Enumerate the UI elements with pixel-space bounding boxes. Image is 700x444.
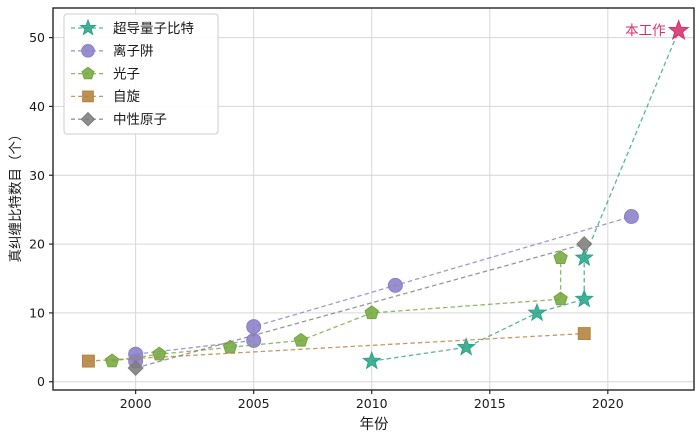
legend-label-0: 超导量子比特 [113, 21, 194, 37]
marker-pentagon [152, 346, 167, 361]
legend-label-4: 中性原子 [113, 112, 167, 128]
data-series [81, 19, 690, 377]
marker-pentagon [293, 332, 309, 347]
legend-marker-star [79, 18, 97, 36]
legend-marker-diamond [80, 111, 96, 127]
legend-label-1: 离子阱 [113, 43, 154, 60]
y-tick-label: 50 [29, 30, 45, 45]
x-tick-label: 2000 [120, 396, 152, 411]
legend-item-0: 超导量子比特 [71, 18, 194, 37]
this-work-star-marker [667, 19, 690, 40]
legend-item-3: 自旋 [71, 89, 140, 105]
series-line-3 [88, 332, 585, 362]
marker-star [527, 302, 547, 322]
legend-item-2: 光子 [71, 66, 140, 82]
marker-circle [246, 319, 262, 335]
axis-ticks: 2000 2005 2010 2015 2020 0 10 20 30 40 50 [29, 30, 624, 411]
marker-pentagon [222, 339, 238, 354]
x-tick-label: 2005 [238, 396, 270, 411]
series-line-1 [134, 215, 632, 362]
legend-marker-pentagon [81, 66, 95, 80]
plot-border [52, 7, 695, 391]
marker-star [574, 288, 594, 308]
annotation-this-work [667, 19, 690, 40]
y-tick-label: 20 [29, 237, 45, 252]
y-tick-label: 0 [37, 374, 45, 389]
legend-marker-square [82, 90, 94, 103]
axes-spines [52, 7, 695, 391]
marker-star [456, 337, 476, 356]
x-tick-label: 2020 [592, 396, 624, 411]
series-line-2 [111, 257, 562, 362]
annotation-this-work-label: 本工作 [625, 23, 666, 39]
x-tick-label: 2015 [474, 396, 506, 411]
y-tick-label: 10 [29, 305, 45, 320]
marker-circle [387, 277, 403, 293]
legend-item-1: 离子阱 [71, 43, 154, 60]
y-axis-label: 真纠缠比特数目（个） [7, 128, 24, 263]
legend-label-2: 光子 [113, 66, 140, 82]
series-line-4 [135, 243, 585, 369]
marker-pentagon [364, 305, 379, 320]
marker-star [574, 247, 594, 267]
legend-box [63, 13, 219, 135]
series-line-0 [371, 30, 680, 362]
marker-diamond [127, 359, 144, 377]
y-tick-label: 30 [29, 168, 45, 183]
marker-square [577, 327, 591, 341]
marker-pentagon [553, 250, 568, 265]
marker-star [362, 350, 382, 370]
x-axis-label: 年份 [360, 416, 389, 433]
y-tick-label: 40 [29, 99, 45, 114]
x-tick-label: 2010 [356, 396, 388, 411]
legend-marker-circle [81, 44, 95, 58]
marker-diamond [576, 236, 593, 253]
legend-item-4: 中性原子 [71, 111, 167, 128]
marker-pentagon [553, 291, 568, 306]
marker-square [81, 354, 95, 368]
marker-circle [623, 209, 639, 225]
legend-label-3: 自旋 [113, 89, 140, 105]
